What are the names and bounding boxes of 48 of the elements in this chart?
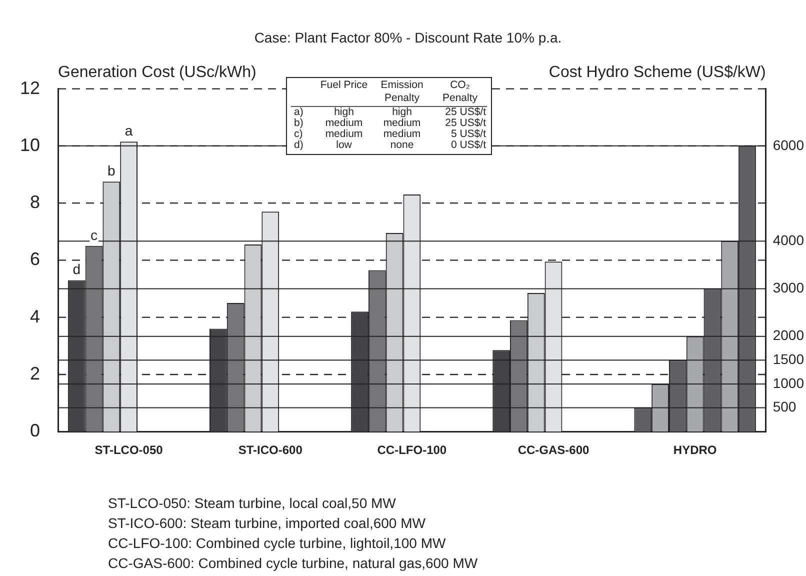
y-tick-label: 2 — [30, 363, 40, 384]
y2-tick-label: 3000 — [772, 280, 804, 296]
annotation: 0 US$/t — [450, 139, 487, 151]
y2-axis-title: Cost Hydro Scheme (US$/kW) — [548, 64, 766, 82]
x-tick-label: CC-LFO-100 — [377, 443, 447, 458]
text: ST-ICO-600: Steam turbine, imported coal,600 MW — [108, 514, 426, 533]
y-tick-label: 4 — [30, 306, 40, 326]
x-tick-label: HYDRO — [673, 443, 717, 458]
series-label: b — [108, 162, 116, 178]
annotation: none — [389, 139, 415, 151]
annotation: high — [333, 106, 355, 118]
annotation: medium — [382, 117, 422, 129]
y2-tick-label: 1000 — [772, 374, 804, 391]
y-tick-label: 6 — [30, 249, 40, 270]
text: CC-GAS-600: Combined cycle turbine, natural gas,600 MW — [108, 554, 478, 573]
annotation: medium — [382, 128, 422, 140]
annotation: 5 US$/t — [450, 128, 487, 140]
y2-tick-label: 500 — [772, 398, 796, 415]
annotation: high — [391, 106, 413, 118]
y-tick-label: 12 — [20, 78, 40, 98]
y2-tick-label: 1500 — [772, 351, 804, 368]
text: ST-LCO-050: Steam turbine, local coal,50 MW — [108, 494, 397, 513]
annotation: b) — [293, 117, 304, 129]
y-axis-title: Generation Cost (USc/kWh) — [58, 64, 256, 82]
x-tick-label: CC-GAS-600 — [518, 443, 590, 458]
annotation: low — [335, 139, 353, 151]
y2-tick-label: 6000 — [772, 136, 804, 153]
series-label: d — [72, 261, 81, 278]
annotation: CO₂ Penalty — [441, 79, 479, 105]
y-tick-label: 0 — [30, 420, 40, 441]
annotation: Fuel Price — [319, 79, 369, 93]
series-label: c — [90, 226, 98, 243]
text: CC-LFO-100: Combined cycle turbine, lightoil,100 MW — [108, 534, 447, 553]
annotation: c) — [293, 128, 304, 140]
annotation: 25 US$/t — [444, 106, 487, 118]
annotation: medium — [324, 128, 364, 140]
y-tick-label: 10 — [20, 134, 40, 155]
y2-tick-label: 2000 — [772, 327, 804, 344]
annotation: a) — [293, 106, 304, 118]
x-tick-label: ST-LCO-050 — [94, 443, 164, 458]
series-label: a — [124, 122, 133, 139]
y2-tick-label: 4000 — [772, 232, 804, 248]
x-tick-label: ST-ICO-600 — [238, 443, 303, 458]
annotation: medium — [324, 117, 364, 129]
chart-title: Case: Plant Factor 80% - Discount Rate 10% p.a. — [254, 29, 562, 46]
annotation: d) — [293, 139, 304, 151]
annotation: 25 US$/t — [444, 117, 487, 129]
y-tick-label: 8 — [30, 192, 40, 212]
